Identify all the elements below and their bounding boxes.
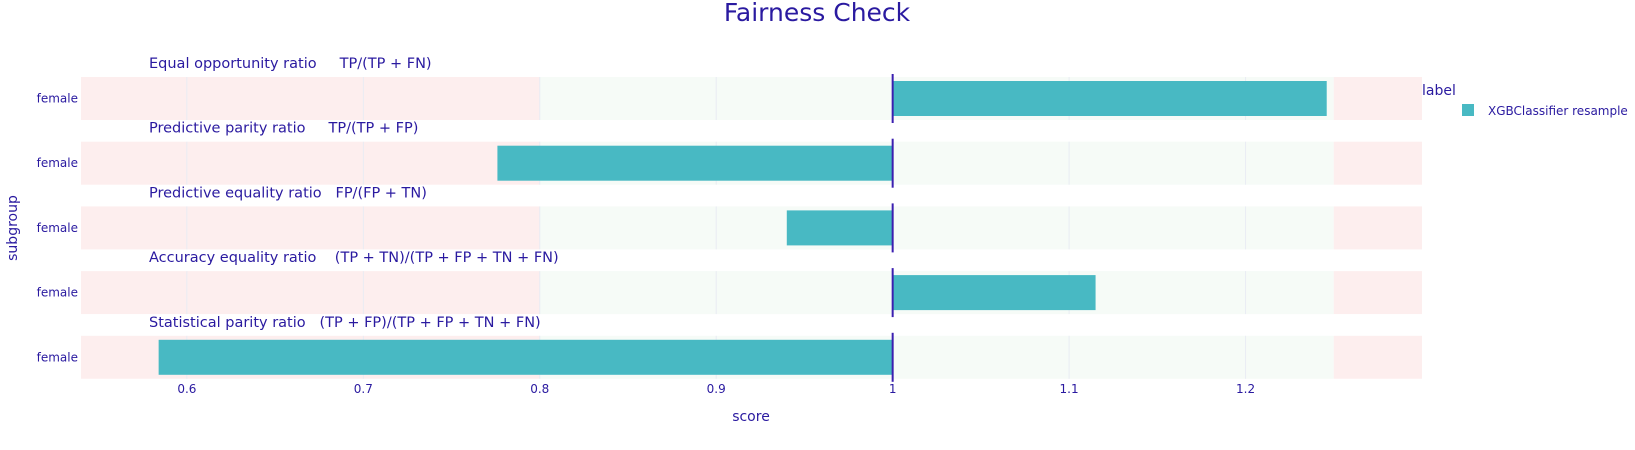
y-tick-label: female (37, 221, 78, 235)
unfair-region-low (81, 77, 540, 120)
x-axis-title: score (732, 409, 770, 425)
fair-region (539, 206, 1334, 250)
legend-title: label (1422, 83, 1456, 99)
x-tick-label: 1 (889, 382, 897, 396)
chart-title: Fairness Check (724, 0, 911, 27)
bar[interactable] (158, 339, 893, 375)
facet-title: Statistical parity ratio (TP + FP)/(TP +… (149, 315, 541, 331)
facet-panel: Predictive equality ratio FP/(FP + TN) fe… (37, 185, 1422, 253)
unfair-region-low (81, 141, 540, 185)
legend-item-label[interactable]: XGBClassifier resample (1488, 104, 1628, 118)
bar[interactable] (892, 275, 1096, 311)
y-tick-label: female (37, 286, 78, 300)
x-axis-ticks: 0.6 0.7 0.8 0.9 1 1.1 1.2 (177, 382, 1255, 396)
bar[interactable] (892, 81, 1327, 116)
unfair-region-high (1333, 141, 1422, 185)
bar[interactable] (786, 210, 893, 246)
x-tick-label: 0.6 (177, 382, 196, 396)
facet-panel: Accuracy equality ratio (TP + TN)/(TP + … (37, 250, 1422, 318)
y-tick-label: female (37, 156, 78, 170)
unfair-region-high (1333, 206, 1422, 250)
bar[interactable] (497, 145, 893, 181)
facet-panels: Equal opportunity ratio TP/(TP + FN) fema… (37, 56, 1422, 382)
facet-panel: Predictive parity ratio TP/(TP + FP) fema… (37, 121, 1422, 188)
unfair-region-high (1333, 271, 1422, 315)
x-tick-label: 0.7 (354, 382, 373, 396)
unfair-region-high (1333, 77, 1422, 120)
facet-title: Equal opportunity ratio TP/(TP + FN) (149, 56, 432, 72)
facet-title: Predictive equality ratio FP/(FP + TN) (149, 185, 427, 201)
x-tick-label: 0.9 (707, 382, 726, 396)
facet-panel: Equal opportunity ratio TP/(TP + FN) fema… (37, 56, 1422, 123)
y-tick-label: female (37, 92, 78, 106)
facet-title: Predictive parity ratio TP/(TP + FP) (149, 121, 418, 137)
y-axis-title: subgroup (5, 195, 21, 261)
unfair-region-low (81, 271, 540, 315)
legend-swatch[interactable] (1462, 104, 1474, 116)
x-tick-label: 1.2 (1236, 382, 1255, 396)
legend: label XGBClassifier resample (1422, 83, 1628, 118)
facet-title: Accuracy equality ratio (TP + TN)/(TP + … (149, 250, 559, 266)
x-tick-label: 1.1 (1060, 382, 1079, 396)
x-tick-label: 0.8 (530, 382, 549, 396)
unfair-region-low (81, 206, 540, 250)
unfair-region-high (1333, 335, 1422, 379)
y-tick-label: female (37, 350, 78, 364)
facet-panel: Statistical parity ratio (TP + FP)/(TP +… (37, 315, 1422, 382)
